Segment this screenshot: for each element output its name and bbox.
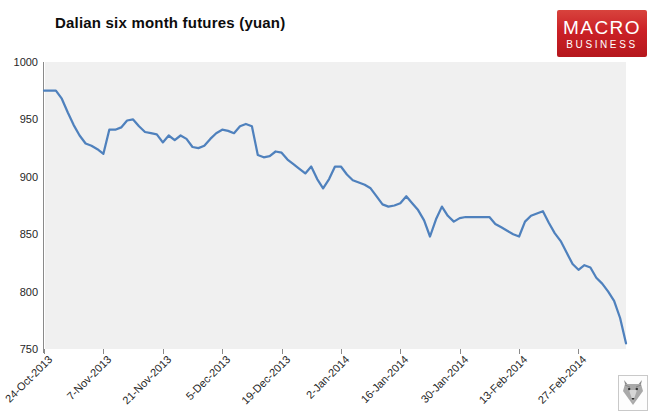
y-axis-label: 1000 xyxy=(0,56,38,68)
y-axis-label: 950 xyxy=(0,113,38,125)
y-axis-label: 850 xyxy=(0,228,38,240)
series-line xyxy=(44,91,626,344)
x-axis-label: 24-Oct-2013 xyxy=(0,353,54,414)
series-svg xyxy=(44,62,626,349)
wolf-avatar xyxy=(618,375,648,411)
y-axis-label: 800 xyxy=(0,286,38,298)
chart-page: Dalian six month futures (yuan) MACRO BU… xyxy=(0,0,656,414)
chart-title: Dalian six month futures (yuan) xyxy=(55,14,285,31)
logo-line1: MACRO xyxy=(563,18,641,38)
wolf-face-icon xyxy=(621,378,645,408)
logo-line2: BUSINESS xyxy=(566,39,637,50)
y-axis-label: 750 xyxy=(0,343,38,355)
macrobusiness-logo: MACRO BUSINESS xyxy=(557,10,647,57)
y-axis-label: 900 xyxy=(0,171,38,183)
